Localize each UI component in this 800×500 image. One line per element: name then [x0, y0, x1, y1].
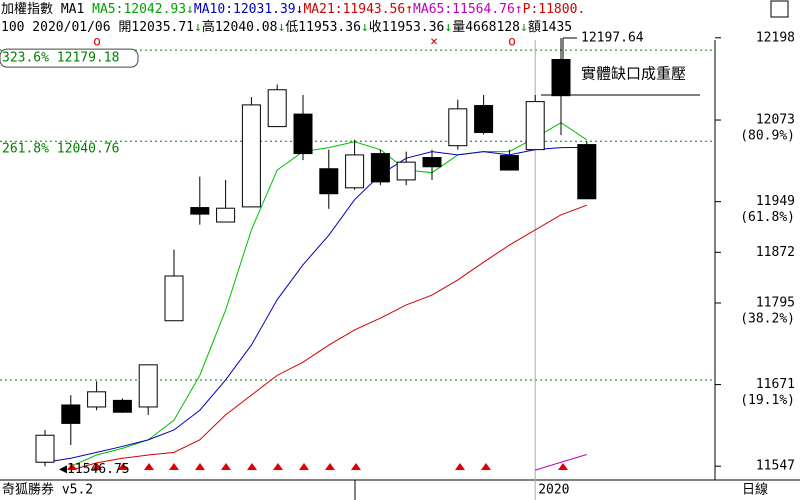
header-segment: MA10:12031.39↓: [194, 2, 304, 17]
ref-label: 323.6% 12179.18: [2, 51, 119, 66]
candle-body: [293, 113, 313, 155]
header-segment: MA21:11943.56↑: [303, 2, 413, 17]
candle-body: [370, 153, 390, 183]
buy-signal: [195, 463, 205, 470]
candle-body: [216, 207, 236, 223]
candle-body: [396, 161, 416, 181]
buy-signal: [221, 463, 231, 470]
label-box: [0, 48, 139, 68]
signal-marker: ×: [430, 35, 438, 50]
candle-body: [190, 207, 210, 215]
signal-marker: o: [93, 35, 101, 50]
y-tick-note: (19.1%): [740, 393, 795, 408]
candle-body: [525, 101, 545, 151]
x-tick-label: 2020: [538, 483, 569, 498]
buy-signal: [144, 463, 154, 470]
candle-body: [61, 404, 81, 424]
header-segment: ↓: [277, 20, 285, 35]
buy-signal: [247, 463, 257, 470]
header-segment: 高12040.08: [202, 19, 278, 35]
candle-body: [138, 364, 158, 408]
period: 日線: [742, 482, 768, 498]
header-segment: ↓: [444, 20, 452, 35]
y-tick-label: 12073: [756, 113, 795, 128]
annotation: 實體缺口成重壓: [581, 65, 686, 83]
low-label: 11546.75: [67, 462, 130, 477]
header: 加權指數 MA1 MA5:12042.93↓MA10:12031.39↓MA21…: [1, 2, 585, 35]
buy-signal: [481, 463, 491, 470]
high-label: 12197.64: [581, 31, 644, 46]
buy-signal: [92, 463, 102, 470]
ma-line: [70, 122, 588, 467]
header-segment: 量4668128: [452, 20, 520, 35]
candle-body: [267, 89, 287, 128]
header-segment: P:11800.: [523, 2, 586, 17]
y-tick-label: 11671: [756, 377, 795, 392]
ma-line: [535, 454, 587, 471]
candle-body: [422, 157, 442, 168]
menu-icon[interactable]: [770, 0, 789, 18]
header-segment: ↓: [361, 20, 369, 35]
y-tick-label: 11547: [756, 459, 795, 474]
y-tick-label: 11795: [756, 295, 795, 310]
header-segment: ↓: [194, 20, 202, 35]
header-segment: MA1: [61, 2, 92, 17]
ma-line: [70, 204, 587, 471]
candle-body: [87, 391, 107, 408]
candle-body: [164, 275, 184, 322]
buy-signal: [455, 463, 465, 470]
brand: 奇狐勝券 v5.2: [2, 482, 93, 498]
candle-body: [241, 104, 261, 208]
candle-body: [319, 168, 339, 195]
header-line: 加權指數 MA1 MA5:12042.93↓MA10:12031.39↓MA21…: [1, 2, 585, 17]
header-segment: MA65:11564.76↑: [413, 2, 523, 17]
candle-body: [551, 58, 571, 97]
buy-signal: [325, 463, 335, 470]
header-line: 100 2020/01/06 開12035.71↓高12040.08↓低1195…: [1, 19, 572, 35]
ref-label: 261.8% 12040.76: [2, 142, 119, 157]
header-segment: 100 2020/01/06 開12035.71: [1, 20, 194, 35]
header-segment: 收11953.36: [369, 20, 445, 35]
buy-signal: [169, 463, 179, 470]
y-tick-note: (38.2%): [740, 311, 795, 326]
candle-body: [499, 155, 519, 171]
buy-signal: [558, 463, 568, 470]
header-segment: MA5:12042.93↓: [92, 2, 194, 17]
y-tick-label: 11872: [756, 245, 795, 260]
candle-body: [448, 108, 468, 147]
y-tick-label: 11949: [756, 194, 795, 209]
low-arrow: [59, 465, 67, 474]
candle-body: [112, 399, 132, 413]
buy-signal: [351, 463, 361, 470]
header-segment: ↓: [520, 20, 528, 35]
candle-body: [35, 434, 55, 463]
buy-signal: [299, 463, 309, 470]
candle-body: [345, 154, 365, 189]
header-segment: 加權指數: [1, 2, 61, 17]
candle-body: [577, 144, 597, 200]
buy-signal: [273, 463, 283, 470]
y-tick-note: (61.8%): [740, 210, 795, 225]
buy-signal: [118, 463, 128, 470]
header-segment: 額1435: [528, 20, 572, 35]
signal-marker: o: [508, 35, 516, 50]
ma-line: [44, 146, 587, 463]
buy-signal: [67, 463, 77, 470]
y-tick-label: 12198: [756, 30, 795, 45]
header-segment: 低11953.36: [285, 20, 361, 35]
y-tick-note: (80.9%): [740, 129, 795, 144]
candle-body: [474, 105, 494, 134]
